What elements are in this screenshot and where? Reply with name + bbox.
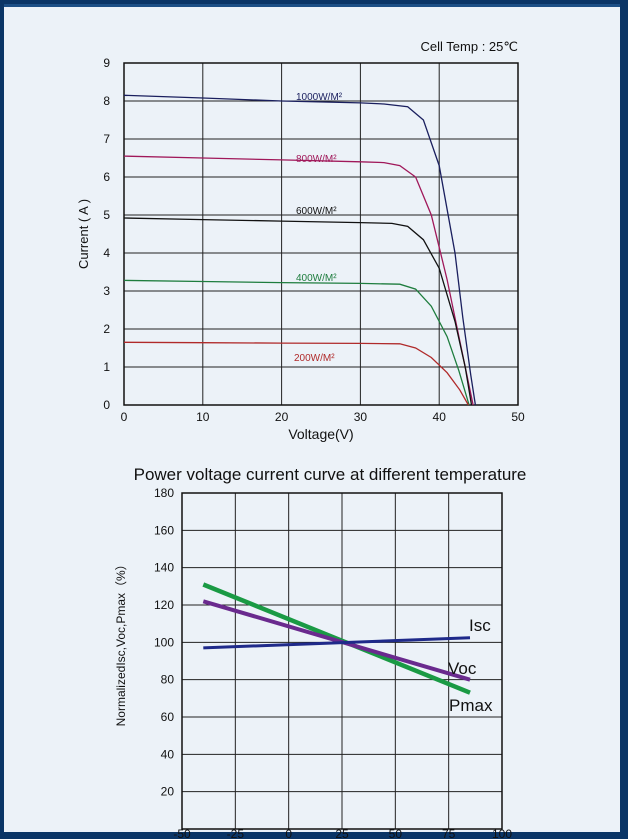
y-axis-label: Current ( A ) <box>76 199 91 269</box>
series-label: Voc <box>448 659 477 678</box>
x-tick-label: 0 <box>285 827 292 839</box>
x-tick-label: 75 <box>442 827 456 839</box>
y-tick-label: 100 <box>154 635 174 649</box>
series-line <box>203 636 471 650</box>
series-label: Pmax <box>449 696 493 715</box>
series-line <box>123 94 477 406</box>
y-tick-label: 160 <box>154 523 174 537</box>
y-tick-label: 40 <box>161 747 175 761</box>
iv-curve-chart: Cell Temp : 25℃ 0 1 2 3 4 5 6 7 8 9 0 10 20 30 40 50 V… <box>76 39 525 442</box>
y-tick-label: 0 <box>103 398 110 412</box>
series-label: 800W/M² <box>296 154 337 165</box>
y-tick-label: 8 <box>103 94 110 108</box>
series-label: 400W/M² <box>296 273 337 284</box>
chart-panel: Cell Temp : 25℃ 0 1 2 3 4 5 6 7 8 9 0 10 20 30 40 50 V… <box>4 4 620 839</box>
temperature-chart: Power voltage current curve at different… <box>114 465 526 839</box>
charts-canvas: Cell Temp : 25℃ 0 1 2 3 4 5 6 7 8 9 0 10 20 30 40 50 V… <box>76 39 526 839</box>
x-tick-label: 30 <box>354 410 368 424</box>
x-tick-label: 40 <box>433 410 447 424</box>
y-tick-label: 2 <box>103 322 110 336</box>
series-label: 600W/M² <box>296 206 337 217</box>
y-tick-label: 9 <box>103 56 110 70</box>
x-tick-label: -25 <box>227 827 245 839</box>
x-tick-label: 20 <box>275 410 289 424</box>
y-tick-label: 5 <box>103 208 110 222</box>
x-tick-label: 0 <box>121 410 128 424</box>
y-axis-label: NormalizedIsc,Voc,Pmax（%） <box>114 558 128 726</box>
x-axis-label: Voltage(V) <box>288 426 353 442</box>
series-label: Isc <box>469 616 491 635</box>
series-line <box>123 279 470 406</box>
series-label: 200W/M² <box>294 353 335 364</box>
cell-temp-note: Cell Temp : 25℃ <box>421 39 518 54</box>
y-tick-label: 140 <box>154 561 174 575</box>
series-line <box>123 217 473 406</box>
y-tick-label: 7 <box>103 132 110 146</box>
x-tick-label: 50 <box>511 410 525 424</box>
y-tick-label: 80 <box>161 673 175 687</box>
series-line <box>123 341 469 406</box>
series-line <box>202 599 471 682</box>
y-tick-label: 1 <box>103 360 110 374</box>
series-label: 1000W/M² <box>296 92 343 103</box>
y-tick-label: 4 <box>103 246 110 260</box>
y-tick-label: 6 <box>103 170 110 184</box>
x-tick-label: 25 <box>335 827 349 839</box>
x-tick-label: 100 <box>492 827 512 839</box>
chart-title: Power voltage current curve at different… <box>134 465 527 484</box>
x-tick-label: 10 <box>196 410 210 424</box>
x-tick-label: 50 <box>389 827 403 839</box>
y-tick-label: 3 <box>103 284 110 298</box>
y-tick-label: 180 <box>154 486 174 500</box>
x-tick-label: -50 <box>173 827 191 839</box>
y-tick-label: 60 <box>161 710 175 724</box>
y-tick-label: 120 <box>154 598 174 612</box>
y-tick-label: 20 <box>161 785 175 799</box>
